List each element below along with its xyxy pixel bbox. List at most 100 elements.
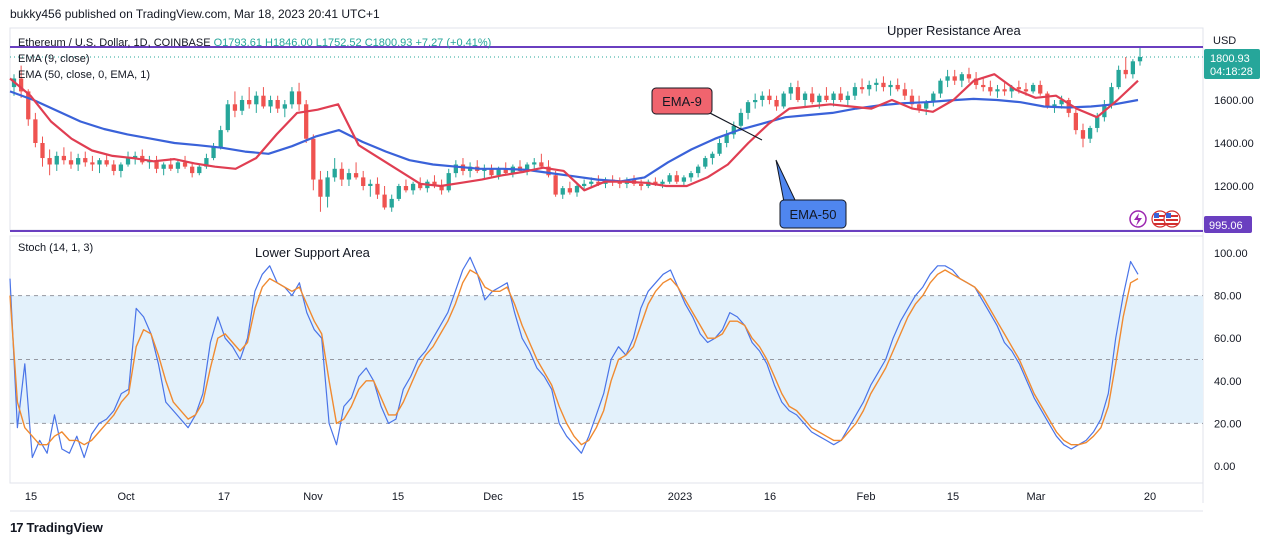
ema50-legend[interactable]: EMA (50, close, 0, EMA, 1) <box>18 69 150 81</box>
candle[interactable] <box>239 100 245 111</box>
candle[interactable] <box>539 162 544 167</box>
candle[interactable] <box>133 155 138 159</box>
candle[interactable] <box>439 186 444 191</box>
candle[interactable] <box>432 181 437 186</box>
candle[interactable] <box>1109 87 1114 105</box>
candle[interactable] <box>895 84 900 90</box>
candle[interactable] <box>304 104 309 139</box>
candle[interactable] <box>703 158 708 167</box>
candle[interactable] <box>1080 130 1086 139</box>
candle[interactable] <box>674 175 679 182</box>
candle[interactable] <box>1030 84 1036 92</box>
candle[interactable] <box>973 78 979 85</box>
candle[interactable] <box>574 186 580 193</box>
candle[interactable] <box>90 162 95 165</box>
candle[interactable] <box>161 164 166 169</box>
candle[interactable] <box>1045 93 1050 107</box>
candle[interactable] <box>1038 84 1043 94</box>
ema9-legend[interactable]: EMA (9, close) <box>18 53 90 65</box>
candle[interactable] <box>981 84 986 88</box>
candle[interactable] <box>197 166 202 174</box>
candle[interactable] <box>738 112 744 126</box>
ema50-callout-box[interactable] <box>779 199 847 229</box>
candle[interactable] <box>710 153 715 159</box>
candle[interactable] <box>959 74 964 81</box>
candle[interactable] <box>1087 127 1093 139</box>
candle[interactable] <box>952 76 957 81</box>
candle[interactable] <box>724 134 729 143</box>
candle[interactable] <box>446 173 451 191</box>
candle[interactable] <box>1123 69 1128 75</box>
candle[interactable] <box>995 89 1000 92</box>
candle[interactable] <box>909 95 915 105</box>
candle[interactable] <box>774 100 779 107</box>
candle[interactable] <box>311 138 316 180</box>
candle[interactable] <box>218 130 223 148</box>
candle[interactable] <box>403 186 409 191</box>
candle[interactable] <box>1059 100 1064 105</box>
candle[interactable] <box>546 166 551 176</box>
candle[interactable] <box>653 181 658 184</box>
candle[interactable] <box>204 158 209 167</box>
candle[interactable] <box>296 91 302 105</box>
candle[interactable] <box>859 87 865 90</box>
candle[interactable] <box>1095 117 1100 128</box>
candle[interactable] <box>104 160 109 165</box>
candle[interactable] <box>916 104 922 109</box>
candle[interactable] <box>988 87 993 92</box>
candle[interactable] <box>61 155 67 161</box>
candle[interactable] <box>788 87 793 94</box>
candle[interactable] <box>760 95 765 100</box>
candle[interactable] <box>945 76 950 81</box>
candle[interactable] <box>382 194 387 208</box>
candle[interactable] <box>496 168 501 176</box>
candle[interactable] <box>175 162 181 169</box>
candle[interactable] <box>318 179 323 197</box>
tradingview-logo[interactable]: 17 TradingView <box>10 520 103 535</box>
candle[interactable] <box>881 82 886 88</box>
candle[interactable] <box>1137 57 1143 62</box>
candle[interactable] <box>781 93 786 107</box>
candle[interactable] <box>688 173 694 178</box>
candle[interactable] <box>26 91 31 120</box>
candle[interactable] <box>410 183 416 191</box>
candle[interactable] <box>867 84 872 90</box>
candle[interactable] <box>532 162 537 165</box>
candle[interactable] <box>489 168 494 176</box>
candle[interactable] <box>888 84 893 88</box>
candle[interactable] <box>154 160 159 169</box>
candle[interactable] <box>325 177 330 197</box>
candle[interactable] <box>182 162 188 167</box>
candle[interactable] <box>40 143 45 159</box>
candle[interactable] <box>125 158 131 165</box>
candle[interactable] <box>802 93 808 100</box>
candle[interactable] <box>368 183 373 186</box>
candle[interactable] <box>353 173 359 178</box>
candle[interactable] <box>1016 87 1021 90</box>
candle[interactable] <box>97 160 102 165</box>
candle[interactable] <box>389 198 394 208</box>
candle[interactable] <box>524 164 530 171</box>
candle[interactable] <box>589 181 594 184</box>
candle[interactable] <box>1130 61 1136 75</box>
candle[interactable] <box>503 168 508 174</box>
candle[interactable] <box>817 95 822 103</box>
candle[interactable] <box>339 168 344 180</box>
candle[interactable] <box>874 82 879 85</box>
candle[interactable] <box>33 119 38 143</box>
candle[interactable] <box>966 74 972 79</box>
candle[interactable] <box>18 78 24 92</box>
candle[interactable] <box>54 155 59 165</box>
candle[interactable] <box>275 100 280 109</box>
candle[interactable] <box>824 95 829 100</box>
candle[interactable] <box>453 164 458 174</box>
candle[interactable] <box>111 164 116 171</box>
stoch-legend[interactable]: Stoch (14, 1, 3) <box>18 242 93 254</box>
candle[interactable] <box>852 87 858 96</box>
candle[interactable] <box>560 188 565 195</box>
candle[interactable] <box>745 102 751 113</box>
candle[interactable] <box>261 95 266 107</box>
candle[interactable] <box>581 183 587 186</box>
candle[interactable] <box>902 89 907 96</box>
